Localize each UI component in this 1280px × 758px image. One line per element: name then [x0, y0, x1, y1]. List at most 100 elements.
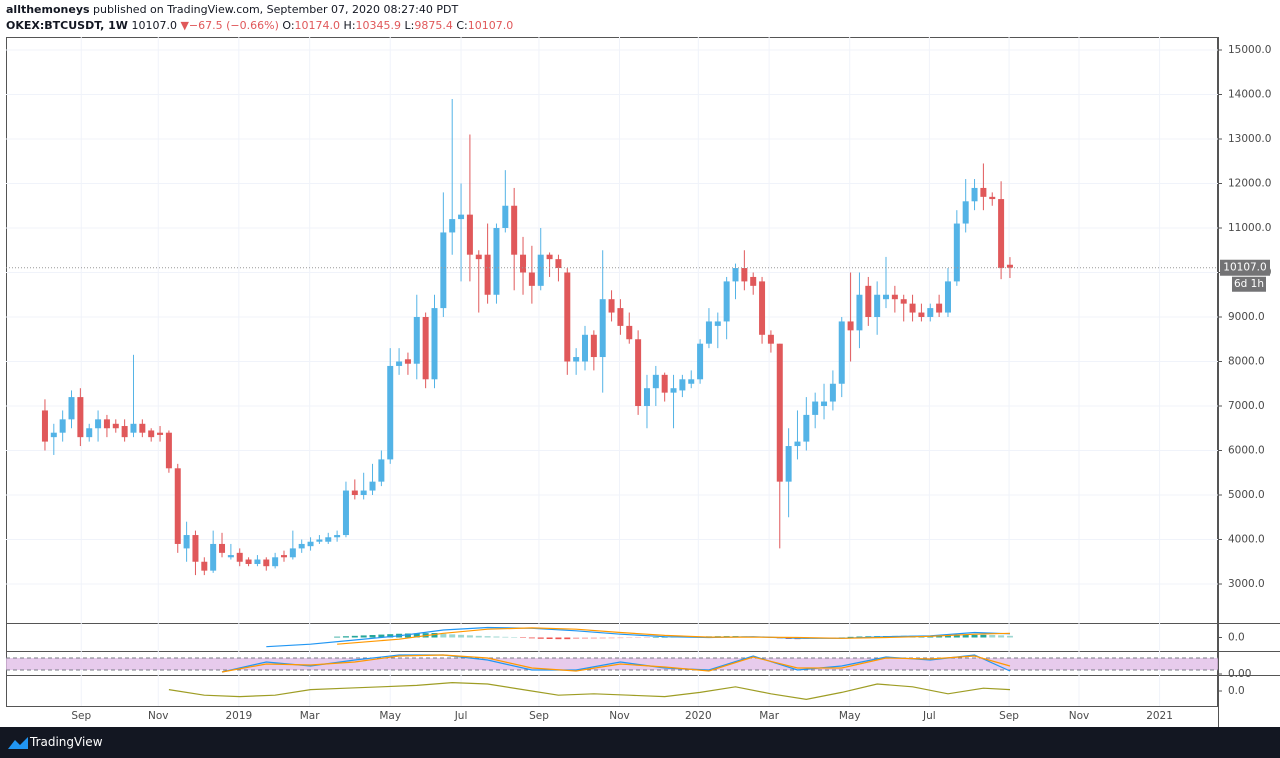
- candle-body: [201, 561, 208, 571]
- candle-body: [157, 432, 164, 435]
- x-tick-label: Nov: [609, 710, 630, 722]
- ohlc-key: C:: [456, 19, 468, 32]
- candle-body: [537, 254, 544, 286]
- brand[interactable]: TradingView: [30, 735, 103, 749]
- x-tick-label: 2019: [225, 710, 252, 722]
- histogram-bar: [431, 633, 438, 638]
- histogram-bar: [581, 637, 588, 639]
- histogram-bar: [998, 635, 1005, 638]
- histogram-bar: [351, 635, 358, 638]
- candle-body: [121, 426, 128, 438]
- histogram-bar: [546, 637, 553, 639]
- candle-body: [502, 205, 509, 228]
- histogram-bar: [838, 637, 845, 638]
- candle-body: [103, 419, 110, 429]
- candle-body: [723, 281, 730, 322]
- footer: TradingView: [0, 727, 1280, 758]
- candle-body: [883, 294, 890, 300]
- histogram-bar: [661, 637, 668, 638]
- candle-body: [936, 303, 943, 313]
- candle-body: [599, 299, 606, 358]
- histogram-bar: [856, 636, 863, 638]
- candle-body: [714, 321, 721, 326]
- x-tick-label: Mar: [759, 710, 779, 722]
- histogram-bar: [502, 636, 509, 638]
- candle-body: [829, 383, 836, 402]
- candle-body: [643, 388, 650, 406]
- candle-body: [688, 379, 695, 384]
- price-label: 10107.0: [1223, 262, 1266, 274]
- candle-body: [652, 374, 659, 389]
- histogram-bar: [626, 637, 633, 638]
- candle-body: [422, 316, 429, 380]
- x-tick-label: Sep: [71, 710, 91, 722]
- histogram-bar: [413, 633, 420, 638]
- candle-body: [236, 552, 243, 562]
- candle-body: [856, 294, 863, 331]
- price-label-box: [1220, 259, 1270, 276]
- histogram-bar: [334, 636, 341, 638]
- histogram-bar: [953, 635, 960, 638]
- y-tick-label: 8000.0: [1228, 355, 1265, 367]
- candle-body: [661, 374, 668, 393]
- published: published on TradingView.com, September …: [93, 3, 459, 16]
- candle-body: [130, 423, 137, 433]
- countdown-box: [1232, 276, 1266, 292]
- candle-body: [776, 343, 783, 482]
- candle-body: [263, 559, 270, 567]
- candle-body: [520, 254, 527, 273]
- candle-body: [626, 325, 633, 340]
- candle-body: [77, 397, 84, 438]
- candle-body: [245, 559, 252, 564]
- histogram-bar: [847, 636, 854, 638]
- y-tick-label: 0.0: [1228, 685, 1245, 697]
- histogram-bar: [962, 635, 969, 638]
- candle-body: [1006, 264, 1013, 268]
- candle-body: [387, 365, 394, 460]
- candle-body: [874, 294, 881, 317]
- candle-body: [174, 468, 181, 544]
- header: allthemoneys published on TradingView.co…: [6, 2, 513, 34]
- x-tick-label: Nov: [1069, 710, 1090, 722]
- candle-body: [307, 541, 314, 547]
- logo-icon: [8, 737, 28, 749]
- ohlc-value: 10107.0: [467, 19, 514, 32]
- chart-frame: [6, 37, 1218, 707]
- candle-body: [732, 268, 739, 282]
- y-tick-label: 9000.0: [1228, 311, 1265, 323]
- x-tick-label: May: [839, 710, 861, 722]
- ohlc-key: H:: [343, 19, 356, 32]
- candle-body: [86, 428, 93, 438]
- candle-body: [838, 321, 845, 384]
- change: −67.5 (−0.66%): [188, 19, 279, 32]
- y-tick-label: 12000.0: [1228, 177, 1271, 189]
- x-tick-label: Mar: [300, 710, 320, 722]
- histogram-bar: [936, 635, 943, 638]
- candle-body: [555, 259, 562, 269]
- indicator-line: [266, 626, 1011, 648]
- ohlc-key: O:: [282, 19, 295, 32]
- candle-body: [581, 334, 588, 362]
- candle-body: [475, 254, 482, 260]
- histogram-bar: [555, 637, 562, 640]
- candle-body: [590, 334, 597, 358]
- candle-body: [617, 308, 624, 326]
- histogram-bar: [573, 637, 580, 639]
- author: allthemoneys: [6, 3, 90, 16]
- candle-body: [493, 227, 500, 295]
- candle-body: [68, 397, 75, 420]
- histogram-bar: [520, 637, 527, 638]
- candle-body: [289, 548, 296, 558]
- candle-body: [821, 401, 828, 406]
- candle-body: [396, 361, 403, 366]
- candle-body: [909, 303, 916, 313]
- histogram-bar: [980, 634, 987, 638]
- histogram-bar: [944, 635, 951, 638]
- candle-body: [413, 316, 420, 364]
- candle-body: [440, 232, 447, 309]
- indicator-line: [337, 627, 1011, 645]
- candle-body: [325, 537, 332, 542]
- candle-body: [404, 359, 411, 364]
- publish-line: allthemoneys published on TradingView.co…: [6, 2, 513, 18]
